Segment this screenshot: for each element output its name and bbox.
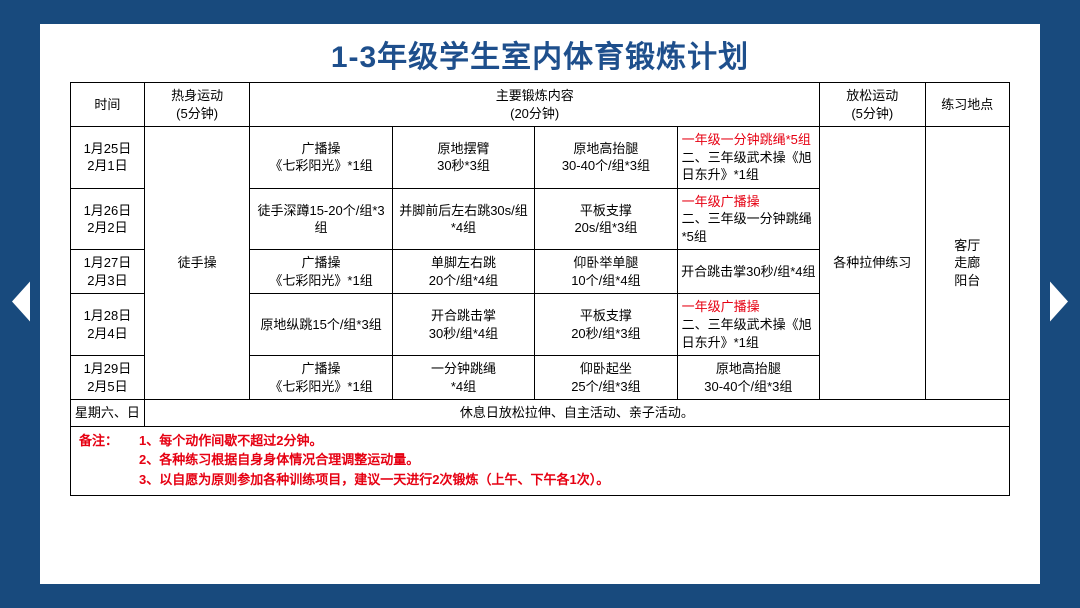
cell-date: 1月28日2月4日: [71, 294, 145, 356]
cell-ex: 仰卧举单腿10个/组*4组: [535, 250, 677, 294]
cell-ex-rest: 二、三年级武术操《旭日东升》*1组: [682, 150, 812, 183]
cell-ex: 单脚左右跳20个/组*4组: [392, 250, 534, 294]
cell-ex: 广播操《七彩阳光》*1组: [250, 127, 392, 189]
th-warmup: 热身运动(5分钟): [144, 83, 250, 127]
page-title: 1-3年级学生室内体育锻炼计划: [70, 32, 1010, 76]
cell-ex: 徒手深蹲15-20个/组*3组: [250, 188, 392, 250]
notes-block: 备注：1、每个动作间歇不超过2分钟。 2、各种练习根据自身身体情况合理调整运动量…: [70, 427, 1010, 497]
cell-ex: 广播操《七彩阳光》*1组: [250, 250, 392, 294]
schedule-table: 时间 热身运动(5分钟) 主要锻炼内容(20分钟) 放松运动(5分钟) 练习地点…: [70, 82, 1010, 427]
cell-ex: 原地摆臂30秒*3组: [392, 127, 534, 189]
chevron-right-icon[interactable]: [1048, 280, 1072, 329]
th-main: 主要锻炼内容(20分钟): [250, 83, 820, 127]
notes-label: 备注：: [79, 431, 139, 451]
chevron-left-icon[interactable]: [8, 280, 32, 329]
cell-ex-rest: 二、三年级武术操《旭日东升》*1组: [682, 317, 812, 350]
cell-ex: 原地高抬腿30-40个/组*3组: [677, 356, 819, 400]
cell-ex: 平板支撑20s/组*3组: [535, 188, 677, 250]
cell-ex: 平板支撑20秒/组*3组: [535, 294, 677, 356]
cell-ex: 开合跳击掌30秒/组*4组: [677, 250, 819, 294]
cell-ex-red: 一年级广播操: [682, 299, 760, 314]
cell-weekend-text: 休息日放松拉伸、自主活动、亲子活动。: [144, 400, 1009, 427]
notes-line: 1、每个动作间歇不超过2分钟。: [139, 433, 322, 448]
cell-warmup: 徒手操: [144, 127, 250, 400]
title-lead: 1-3: [331, 41, 377, 74]
cell-ex: 并脚前后左右跳30s/组*4组: [392, 188, 534, 250]
th-cooldown: 放松运动(5分钟): [820, 83, 926, 127]
cell-date: 1月26日2月2日: [71, 188, 145, 250]
cell-ex: 一年级一分钟跳绳*5组 二、三年级武术操《旭日东升》*1组: [677, 127, 819, 189]
cell-ex-rest: 二、三年级一分钟跳绳*5组: [682, 211, 812, 244]
cell-ex: 原地纵跳15个/组*3组: [250, 294, 392, 356]
weekend-row: 星期六、日 休息日放松拉伸、自主活动、亲子活动。: [71, 400, 1010, 427]
cell-weekend-label: 星期六、日: [71, 400, 145, 427]
cell-cooldown: 各种拉伸练习: [820, 127, 926, 400]
table-row: 1月25日2月1日 徒手操 广播操《七彩阳光》*1组 原地摆臂30秒*3组 原地…: [71, 127, 1010, 189]
notes-line: 3、以自愿为原则参加各种训练项目，建议一天进行2次锻炼（上午、下午各1次）。: [139, 472, 609, 487]
cell-ex: 仰卧起坐25个/组*3组: [535, 356, 677, 400]
cell-ex: 一年级广播操 二、三年级一分钟跳绳*5组: [677, 188, 819, 250]
cell-ex: 原地高抬腿30-40个/组*3组: [535, 127, 677, 189]
cell-date: 1月25日2月1日: [71, 127, 145, 189]
document-page: 1-3年级学生室内体育锻炼计划 时间 热身运动(5分钟) 主要锻炼内容(20分钟…: [40, 24, 1040, 584]
cell-ex: 一年级广播操 二、三年级武术操《旭日东升》*1组: [677, 294, 819, 356]
table-header-row: 时间 热身运动(5分钟) 主要锻炼内容(20分钟) 放松运动(5分钟) 练习地点: [71, 83, 1010, 127]
cell-date: 1月27日2月3日: [71, 250, 145, 294]
cell-ex: 开合跳击掌30秒/组*4组: [392, 294, 534, 356]
title-rest: 年级学生室内体育锻炼计划: [377, 41, 749, 74]
cell-date: 1月29日2月5日: [71, 356, 145, 400]
cell-ex: 广播操《七彩阳光》*1组: [250, 356, 392, 400]
notes-line: 2、各种练习根据自身身体情况合理调整运动量。: [139, 452, 419, 467]
cell-ex-red: 一年级一分钟跳绳*5组: [682, 132, 811, 147]
th-time: 时间: [71, 83, 145, 127]
cell-ex-red: 一年级广播操: [682, 194, 760, 209]
cell-location: 客厅走廊阳台: [925, 127, 1009, 400]
cell-ex: 一分钟跳绳*4组: [392, 356, 534, 400]
th-location: 练习地点: [925, 83, 1009, 127]
